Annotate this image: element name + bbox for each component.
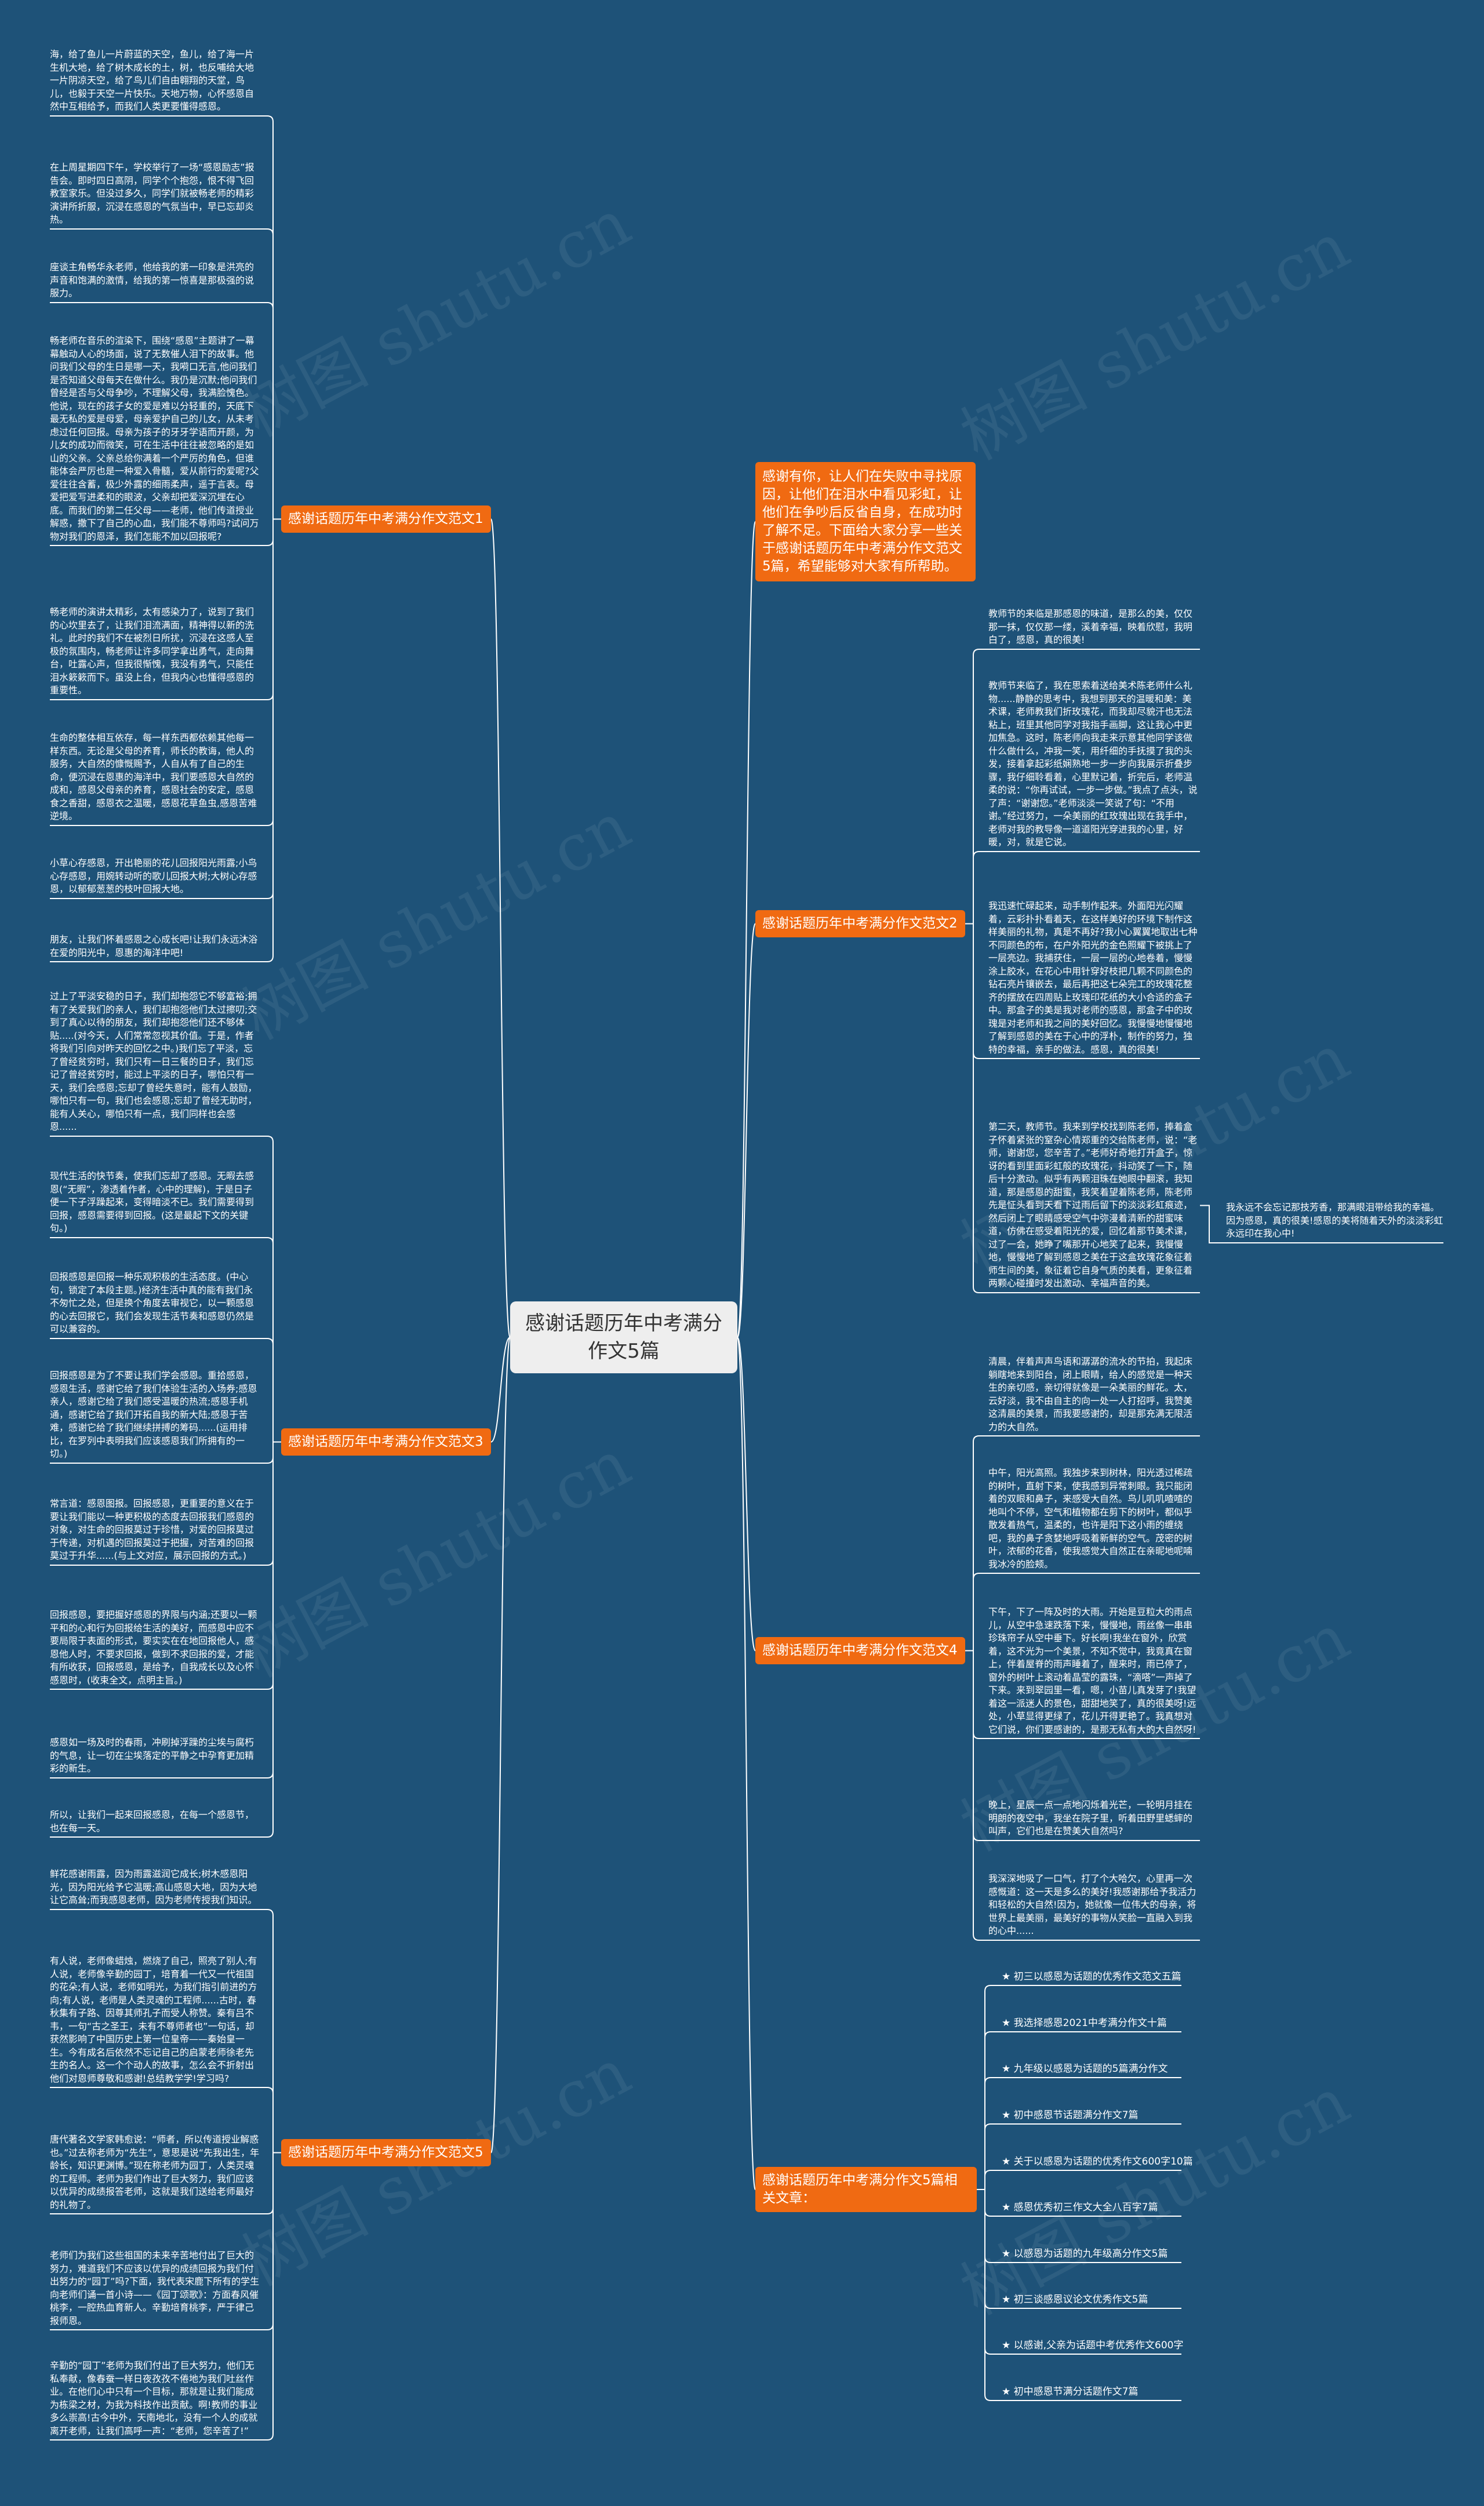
leaf-text: 第二天，教师节。我来到学校找到陈老师，捧着盒子怀着紧张的窒杂心情郑重的交给陈老师… [988, 1121, 1198, 1289]
connector [977, 2031, 1181, 2190]
related-link[interactable]: ★ 关于以感恩为话题的优秀作文600字10篇 [1002, 2156, 1193, 2167]
leaf-text: 我迅速忙碌起来，动手制作起来。外面阳光闪耀着，云彩扑扑看着天，在这样美好的环境下… [988, 900, 1198, 1055]
related-link[interactable]: ★ 感恩优秀初三作文大全八百字7篇 [1002, 2202, 1158, 2213]
connector [50, 2087, 281, 2154]
leaf-text: 座谈主角畅华永老师，他给我的第一印象是洪亮的声音和饱满的激情，给我的第一惊喜是那… [50, 261, 254, 299]
connector [490, 1337, 511, 1443]
connector [977, 2189, 1181, 2401]
connector [50, 228, 281, 520]
connector [50, 1237, 281, 1443]
branch-related[interactable]: 感谢话题历年中考满分作文5篇相关文章： [755, 2167, 977, 2212]
leaf-text: 常言道：感恩图报。回报感恩，更重要的意义在于要让我们能以一种更积极的态度去回报我… [50, 1498, 254, 1561]
intro-node[interactable]: 感谢有你，让人们在失败中寻找原因，让他们在泪水中看见彩虹，让他们在争吵后反省自身… [755, 462, 976, 581]
leaf-text: 鲜花感谢雨露，因为雨露滋润它成长;树木感恩阳光，因为阳光给予它温暖;高山感恩大地… [50, 1868, 257, 1905]
connector [50, 1909, 281, 2154]
leaf-text: 畅老师的演讲太精彩，太有感染力了，说到了我们的心坎里去了，让我们泪流满面，精神得… [50, 606, 254, 696]
connector [977, 2077, 1181, 2190]
leaf-text: 晚上，星辰一点一点地闪烁着光芒，一轮明月挂在明朗的夜空中，我坐在院子里，听着田野… [988, 1799, 1193, 1836]
connector [965, 851, 1200, 925]
related-link[interactable]: ★ 以感谢,父亲为话题中考优秀作文600字 [1002, 2340, 1184, 2351]
related-link[interactable]: ★ 初中感恩节话题满分作文7篇 [1002, 2109, 1139, 2121]
connector [965, 1650, 1200, 1941]
leaf-text: 教师节的来临是那感恩的味道，是那么的美，仅仅那一抹，仅仅那一缕，溪着幸福，映着欣… [988, 608, 1193, 645]
connector [50, 115, 281, 520]
connector [737, 923, 756, 1338]
connector [50, 2152, 281, 2440]
related-link[interactable]: ★ 初中感恩节满分话题作文7篇 [1002, 2386, 1139, 2398]
connector [50, 302, 281, 520]
connector [50, 1136, 281, 1443]
leaf-text: 我深深地吸了一口气，打了个大哈欠，心里再一次感慨道：这一天是多么的美好!我感谢那… [988, 1873, 1196, 1936]
connector [977, 2123, 1181, 2190]
related-link[interactable]: ★ 九年级以感恩为话题的5篇满分作文 [1002, 2063, 1168, 2075]
leaf-text: 现代生活的快节奏，使我们忘却了感恩。无暇去感恩(“无暇”，渗透着作者，心中的理解… [50, 1170, 254, 1234]
connector [737, 1337, 756, 2190]
connector [965, 923, 1200, 1293]
leaf-text: 回报感恩，要把握好感恩的界限与内涵;还要以一颗平和的心和行为回报给生活的美好，而… [50, 1609, 257, 1686]
connector [50, 1441, 281, 1838]
connector [490, 518, 511, 1338]
connector [977, 1985, 1181, 2190]
connector [977, 2189, 1181, 2355]
leaf-text: 老师们为我们这些祖国的未来辛苦地付出了巨大的努力，难道我们不应该以优异的成绩回报… [50, 2250, 260, 2326]
leaf-text: 感恩如一场及时的春雨，冲刷掉浮躁的尘埃与腐朽的气息，让一切在尘埃落定的平静之中孕… [50, 1737, 254, 1774]
leaf-text: 辛勤的“园丁”老师为我们付出了巨大努力，他们无私奉献，像春蚕一样日夜孜孜不倦地为… [50, 2360, 258, 2436]
leaf-text: 有人说，老师像蜡烛，燃烧了自己，照亮了别人;有人说，老师像辛勤的园丁，培育着一代… [50, 1955, 257, 2084]
leaf-text: 畅老师在音乐的渲染下，围绕“感恩”主题讲了一幕幕触动人心的场面，说了无数催人泪下… [50, 335, 259, 542]
connector [50, 518, 281, 899]
leaf-text: 清晨，伴着声声鸟语和潺潺的流水的节拍，我起床躺瞎地来到阳台，闭上眼睛，给人的感觉… [988, 1356, 1193, 1432]
leaf-text: 下午，下了一阵及时的大雨。开始是豆粒大的雨点儿，从空中急速跌落下来，慢慢地，雨丝… [988, 1606, 1196, 1735]
leaf-text: 海，给了鱼儿一片蔚蓝的天空，鱼儿，给了海一片生机大地，给了树木成长的土，树，也反… [50, 49, 254, 112]
leaf-text: 唐代著名文学家韩愈说：“师者，所以传道授业解惑也。”过去称老师为“先生”，意思是… [50, 2134, 260, 2210]
connector [737, 521, 756, 1338]
leaf-text: 过上了平淡安稳的日子，我们却抱怨它不够富裕;拥有了关爱我们的亲人，我们却抱怨他们… [50, 991, 257, 1132]
leaf-text: 生命的整体相互依存，每一样东西都依赖其他每一样东西。无论是父母的养育，师长的教诲… [50, 732, 257, 821]
connector [1200, 1205, 1443, 1243]
connector [965, 1435, 1200, 1652]
leaf-text: 在上周星期四下午，学校举行了一场“感恩励志”报告会。即时四日高阴，同学个个抱怨，… [50, 162, 254, 225]
leaf-text: 回报感恩是回报一种乐观积极的生活态度。(中心句，锁定了本段主题。)经济生活中真的… [50, 1271, 254, 1334]
connector [50, 1338, 281, 1443]
connector [977, 2170, 1181, 2190]
branch-essay-3[interactable]: 感谢话题历年中考满分作文范文3 [281, 1428, 491, 1456]
related-link[interactable]: ★ 初三谈感恩议论文优秀作文5篇 [1002, 2294, 1148, 2305]
branch-essay-1[interactable]: 感谢话题历年中考满分作文范文1 [281, 505, 491, 533]
branch-essay-5[interactable]: 感谢话题历年中考满分作文范文5 [281, 2139, 491, 2166]
leaf-text: 中午，阳光高照。我独步来到树林，阳光透过稀疏的树叶，直射下来，使我感到异常刺眼。… [988, 1467, 1193, 1570]
connector [50, 518, 281, 962]
connector [965, 1573, 1200, 1652]
leaf-text: 所以，让我们一起来回报感恩，在每一个感恩节，也在每一天。 [50, 1809, 254, 1834]
leaf-text: 小草心存感恩，开出艳丽的花儿回报阳光雨露;小鸟心存感恩，用婉转动听的歌儿回报大树… [50, 857, 257, 894]
connector [737, 1337, 756, 1652]
leaf-text: 教师节来临了，我在思索着送给美术陈老师什么礼物......静静的思考中，我想到那… [988, 680, 1198, 848]
leaf-aside-text: 我永远不会忘记那技芳香，那满眼泪带给我的幸福。因为感恩，真的很美!感恩的美将随着… [1226, 1202, 1443, 1239]
leaf-text: 朋友，让我们怀着感恩之心成长吧!让我们永远沐浴在爱的阳光中，恩惠的海洋中吧! [50, 934, 258, 958]
related-link[interactable]: ★ 初三以感恩为话题的优秀作文范文五篇 [1002, 1971, 1181, 1983]
branch-essay-2[interactable]: 感谢话题历年中考满分作文范文2 [755, 910, 965, 937]
related-link[interactable]: ★ 以感恩为话题的九年级高分作文5篇 [1002, 2248, 1168, 2260]
leaf-text: 回报感恩是为了不要让我们学会感恩。重拾感恩，感恩生活，感谢它给了我们体验生活的入… [50, 1370, 257, 1459]
branch-essay-4[interactable]: 感谢话题历年中考满分作文范文4 [755, 1637, 965, 1664]
related-link[interactable]: ★ 我选择感恩2021中考满分作文十篇 [1002, 2017, 1167, 2029]
central-topic[interactable]: 感谢话题历年中考满分作文5篇 [510, 1301, 737, 1373]
connector [490, 1337, 511, 2154]
connector [965, 649, 1200, 925]
